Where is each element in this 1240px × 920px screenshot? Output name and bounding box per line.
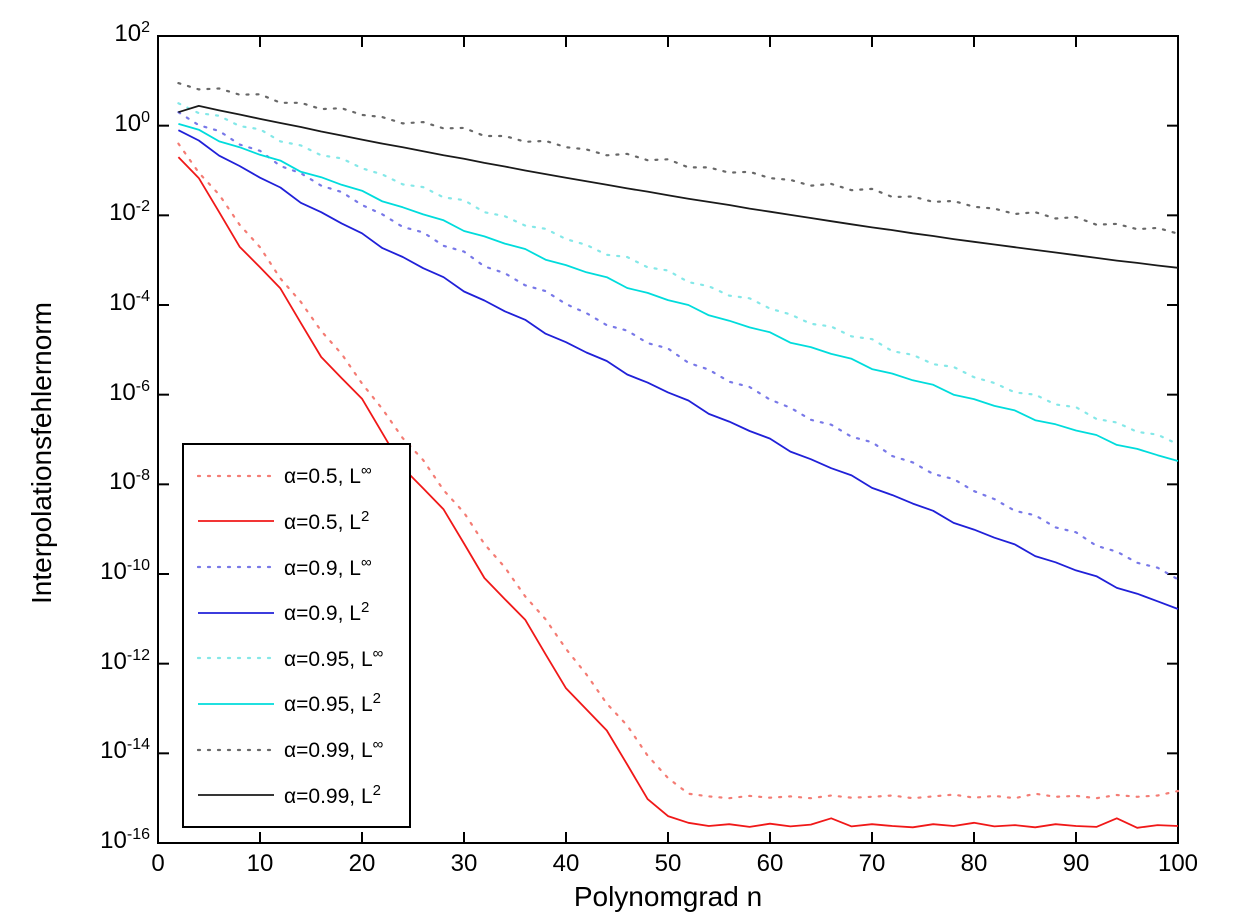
y-tick-label: 10-4 [109,288,150,317]
legend-line-sample [198,520,274,523]
legend-line-sample [197,657,275,660]
y-tick-label: 10-6 [109,377,150,406]
legend-line-sample [198,794,274,797]
y-tick-label: 102 [114,19,150,48]
x-tick-label: 40 [552,850,580,877]
x-tick-label: 70 [858,850,886,877]
series-7-dotted-line [177,81,1180,235]
series-1-dotted-line [177,142,1180,800]
legend-entry-7: α=0.99, L∞ [184,736,409,763]
legend-line-sample [198,611,274,614]
x-tick-label: 50 [654,850,682,877]
y-tick-label: 10-12 [100,646,150,675]
legend-line-sample [198,703,274,705]
y-tick-label: 10-2 [109,198,150,227]
legend: α=0.5, L∞ α=0.5, L2 α=0.9, L∞ α=0.9, L2 α=0.… [182,443,411,828]
y-tick-label: 10-8 [109,467,150,496]
y-tick-label: 10-10 [100,557,150,586]
legend-entry-5: α=0.95, L∞ [184,645,409,672]
legend-entry-label: α=0.5, L2 [284,507,370,534]
legend-entry-label: α=0.99, L∞ [284,736,384,763]
legend-entry-label: α=0.95, L2 [284,690,381,717]
y-tick-label: 10-14 [100,736,150,765]
legend-entry-1: α=0.5, L∞ [184,462,409,489]
legend-entry-6: α=0.95, L2 [184,690,409,717]
series-6-solid-line [178,123,1179,462]
x-tick-label: 10 [246,850,274,877]
y-tick-label: 100 [114,108,150,137]
series-3-dotted-line [177,111,1180,581]
legend-line-sample [197,565,275,569]
y-axis-label: Interpolationsfehlernorm [26,302,57,604]
series-4-solid-line [177,129,1179,610]
x-tick-label: 90 [1062,850,1090,877]
x-tick-label: 0 [151,850,165,877]
series-8-solid-line [178,105,1179,269]
legend-entry-8: α=0.99, L2 [184,782,409,809]
legend-entry-label: α=0.9, L∞ [284,553,372,580]
x-axis-label: Polynomgrad n [573,881,763,912]
x-tick-label: 20 [348,850,376,877]
legend-line-sample [197,474,275,477]
legend-line-sample [197,748,275,751]
legend-entry-2: α=0.5, L2 [184,508,409,535]
legend-entry-label: α=0.95, L∞ [284,644,384,671]
y-tick-label: 10-16 [100,826,150,855]
x-tick-label: 30 [450,850,478,877]
x-tick-label: 100 [1157,850,1199,877]
x-tick-label: 80 [960,850,988,877]
legend-entry-4: α=0.9, L2 [184,599,409,626]
legend-entry-label: α=0.9, L2 [284,599,370,626]
series-2-solid-line [177,156,1179,829]
legend-entry-3: α=0.9, L∞ [184,554,409,581]
legend-entry-label: α=0.99, L2 [284,781,381,808]
series-5-dotted-line [177,102,1180,446]
x-tick-label: 60 [756,850,784,877]
legend-entry-label: α=0.5, L∞ [284,462,372,489]
